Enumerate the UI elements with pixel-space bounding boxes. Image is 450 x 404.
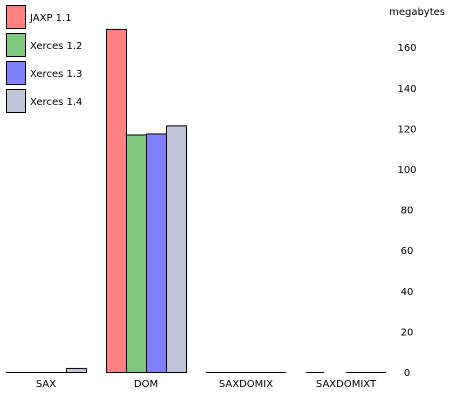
y-tick-label: 160 [397, 43, 416, 54]
y-tick-label: 100 [397, 165, 416, 176]
category-label: SAX [36, 379, 56, 390]
legend-swatch [6, 5, 26, 29]
legend-label: JAXP 1.1 [29, 13, 72, 24]
legend-swatch [6, 89, 26, 113]
bar-xerces-1-4-sax [66, 367, 87, 374]
legend-label: Xerces 1.2 [30, 41, 82, 52]
bar-xerces-1-4-dom [166, 125, 187, 374]
legend-label: Xerces 1.3 [30, 69, 82, 80]
y-tick-label: 0 [404, 368, 410, 379]
bar-jaxp-1-1-dom [106, 28, 127, 374]
legend: JAXP 1.1 Xerces 1.2 Xerces 1.3 Xerces 1.4 [6, 5, 82, 113]
y-axis-label: megabytes [389, 7, 445, 18]
legend-swatch [6, 33, 26, 57]
category-label: SAXDOMIXT [316, 379, 377, 390]
y-tick-label: 20 [401, 327, 414, 338]
category-label: DOM [134, 379, 158, 390]
y-tick-label: 40 [401, 287, 414, 298]
y-tick-label: 60 [401, 246, 414, 257]
y-tick-label: 140 [397, 84, 416, 95]
bars-group [66, 28, 187, 374]
legend-swatch [6, 61, 26, 85]
y-tick-label: 120 [397, 124, 416, 135]
bar-xerces-1-3-dom [146, 133, 167, 373]
y-tick-label: 80 [401, 206, 414, 217]
x-axis: SAX DOM SAXDOMIX SAXDOMIXT [6, 372, 386, 390]
category-label: SAXDOMIX [219, 379, 273, 390]
y-axis: 0 20 40 60 80 100 120 140 160 [397, 43, 416, 379]
bar-xerces-1-2-dom [126, 134, 147, 373]
legend-label: Xerces 1.4 [30, 97, 82, 108]
